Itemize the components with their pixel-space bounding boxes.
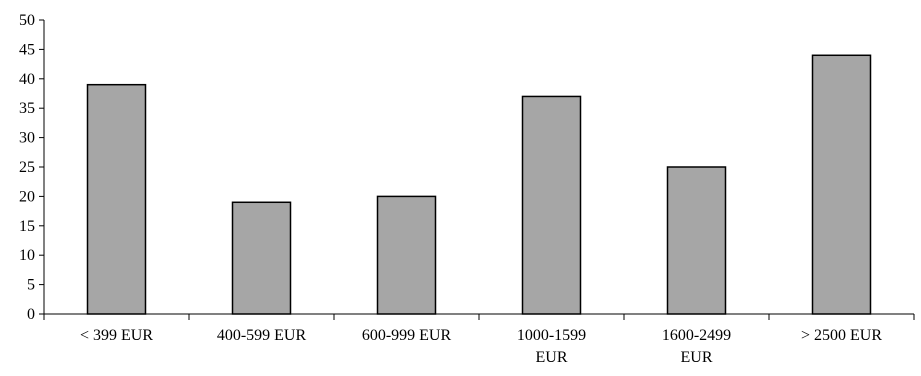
x-tick-label: 1600-2499 EUR — [662, 327, 731, 366]
y-axis: 0 5 10 15 20 25 30 35 40 45 50 — [19, 12, 45, 323]
x-tick-label: 1000-1599 EUR — [517, 327, 586, 366]
x-tick-label-line: EUR — [681, 349, 713, 366]
x-tick-label-line: EUR — [536, 349, 568, 366]
y-tick-label: 35 — [19, 100, 35, 117]
x-tick-label-line: 1600-2499 — [662, 327, 731, 344]
x-tick-label-line: < 399 EUR — [80, 327, 153, 344]
x-tick-label-line: 400-599 EUR — [217, 327, 307, 344]
bar — [86, 83, 147, 315]
x-tick-label: 400-599 EUR — [217, 327, 307, 344]
y-tick-label: 25 — [19, 159, 35, 176]
bar — [376, 195, 437, 315]
x-tick-label-line: > 2500 EUR — [801, 327, 882, 344]
y-tick-label: 10 — [19, 247, 35, 264]
y-tick-label: 45 — [19, 41, 35, 58]
x-tick-label-line: 600-999 EUR — [362, 327, 452, 344]
y-tick-label: 20 — [19, 188, 35, 205]
y-tick-label: 5 — [27, 277, 35, 294]
y-tick-label: 30 — [19, 130, 35, 147]
bar — [666, 166, 727, 315]
y-tick-label: 0 — [27, 306, 35, 323]
bar — [231, 201, 292, 315]
x-tick-label: 600-999 EUR — [362, 327, 452, 344]
x-axis: < 399 EUR 400-599 EUR 600-999 EUR 1000-1599… — [43, 313, 915, 366]
bar — [521, 95, 582, 315]
y-tick-label: 40 — [19, 71, 35, 88]
y-tick-label: 15 — [19, 218, 35, 235]
bar — [811, 54, 872, 315]
x-tick-label-line: 1000-1599 — [517, 327, 586, 344]
x-tick-label: > 2500 EUR — [801, 327, 882, 344]
bars — [86, 54, 872, 315]
y-tick-label: 50 — [19, 12, 35, 29]
x-tick-label: < 399 EUR — [80, 327, 153, 344]
